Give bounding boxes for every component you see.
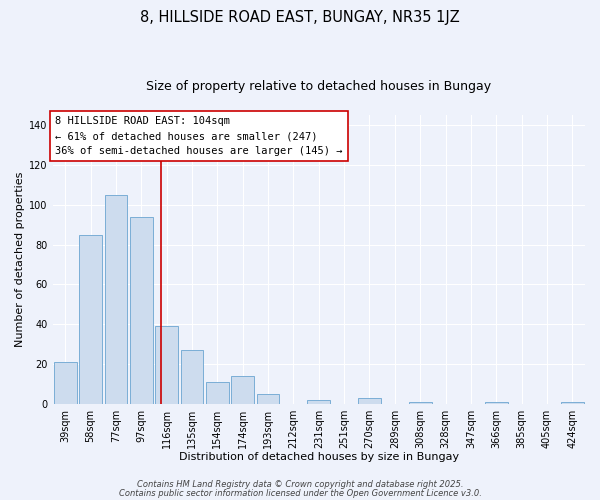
Bar — [409, 402, 431, 404]
Text: Contains HM Land Registry data © Crown copyright and database right 2025.: Contains HM Land Registry data © Crown c… — [137, 480, 463, 489]
Bar — [307, 400, 330, 404]
Bar — [485, 402, 508, 404]
Bar — [155, 326, 178, 404]
Text: 8, HILLSIDE ROAD EAST, BUNGAY, NR35 1JZ: 8, HILLSIDE ROAD EAST, BUNGAY, NR35 1JZ — [140, 10, 460, 25]
X-axis label: Distribution of detached houses by size in Bungay: Distribution of detached houses by size … — [179, 452, 459, 462]
Bar — [181, 350, 203, 404]
Title: Size of property relative to detached houses in Bungay: Size of property relative to detached ho… — [146, 80, 491, 93]
Bar — [79, 234, 102, 404]
Y-axis label: Number of detached properties: Number of detached properties — [15, 172, 25, 347]
Bar — [206, 382, 229, 404]
Text: 8 HILLSIDE ROAD EAST: 104sqm
← 61% of detached houses are smaller (247)
36% of s: 8 HILLSIDE ROAD EAST: 104sqm ← 61% of de… — [55, 116, 343, 156]
Bar — [54, 362, 77, 404]
Bar — [130, 216, 152, 404]
Bar — [104, 195, 127, 404]
Text: Contains public sector information licensed under the Open Government Licence v3: Contains public sector information licen… — [119, 489, 481, 498]
Bar — [257, 394, 280, 404]
Bar — [561, 402, 584, 404]
Bar — [358, 398, 381, 404]
Bar — [231, 376, 254, 404]
